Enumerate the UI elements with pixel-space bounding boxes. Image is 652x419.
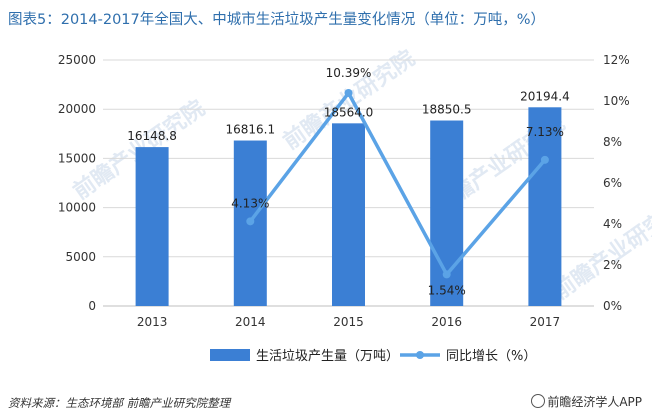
y-left-tick-label: 10000 <box>58 201 96 215</box>
y-left-tick-label: 20000 <box>58 102 96 116</box>
y-right-tick-label: 12% <box>603 53 630 67</box>
bar <box>135 147 169 306</box>
growth-value-label: 7.13% <box>526 125 564 139</box>
growth-value-label: 1.54% <box>428 283 466 297</box>
x-tick-label: 2015 <box>333 315 364 329</box>
x-tick-label: 2017 <box>530 315 561 329</box>
x-tick-label: 2016 <box>431 315 462 329</box>
y-right-tick-label: 8% <box>603 135 622 149</box>
brand-logo-icon <box>531 394 546 408</box>
bar-value-label: 18564.0 <box>324 105 374 119</box>
y-left-tick-label: 15000 <box>58 151 96 165</box>
bar <box>528 107 562 306</box>
source-note: 资料来源：生态环境部 前瞻产业研究院整理 <box>8 396 231 410</box>
y-right-tick-label: 6% <box>603 176 622 190</box>
brand-text: 前瞻经济学人APP <box>547 395 642 409</box>
bar <box>332 123 365 307</box>
watermark-text: 前瞻产业研究院 <box>549 195 652 305</box>
y-left-tick-label: 0 <box>88 299 96 313</box>
legend: 生活垃圾产生量（万吨） 同比增长（%） <box>210 349 536 364</box>
growth-value-label: 10.39% <box>326 66 372 80</box>
growth-point <box>442 270 451 279</box>
bar-value-label: 18850.5 <box>422 103 472 117</box>
legend-line-label: 同比增长（%） <box>446 349 536 364</box>
growth-value-label: 4.13% <box>231 196 269 210</box>
legend-bar-label: 生活垃圾产生量（万吨） <box>256 349 399 364</box>
growth-point <box>246 217 255 226</box>
y-right-tick-label: 0% <box>603 299 622 313</box>
bar-value-label: 16816.1 <box>225 123 275 137</box>
line-series <box>246 89 549 279</box>
brand-mark: 前瞻经济学人APP <box>531 393 642 410</box>
y-right-tick-label: 10% <box>603 94 630 108</box>
bar-value-label: 20194.4 <box>520 89 570 103</box>
bar-series <box>135 107 562 307</box>
legend-line-marker <box>416 351 424 359</box>
y-left-tick-label: 25000 <box>58 53 96 67</box>
legend-bar-swatch <box>210 349 250 361</box>
x-tick-label: 2014 <box>235 315 266 329</box>
growth-point <box>344 89 353 98</box>
growth-point <box>540 155 549 164</box>
axes: 0 5000 10000 15000 20000 25000 0% 2% 4% 6% 8% 10% 12… <box>58 53 630 329</box>
y-right-tick-label: 2% <box>603 258 622 272</box>
bar-value-label: 16148.8 <box>127 129 177 143</box>
growth-line <box>248 91 547 277</box>
y-left-tick-label: 5000 <box>65 250 96 264</box>
chart-title: 图表5：2014-2017年全国大、中城市生活垃圾产生量变化情况（单位：万吨，%… <box>8 12 546 28</box>
x-tick-label: 2013 <box>137 315 168 329</box>
y-right-tick-label: 4% <box>603 217 622 231</box>
data-labels: 16148.8 16816.1 18564.0 18850.5 20194.4 4.13%… <box>127 66 569 297</box>
